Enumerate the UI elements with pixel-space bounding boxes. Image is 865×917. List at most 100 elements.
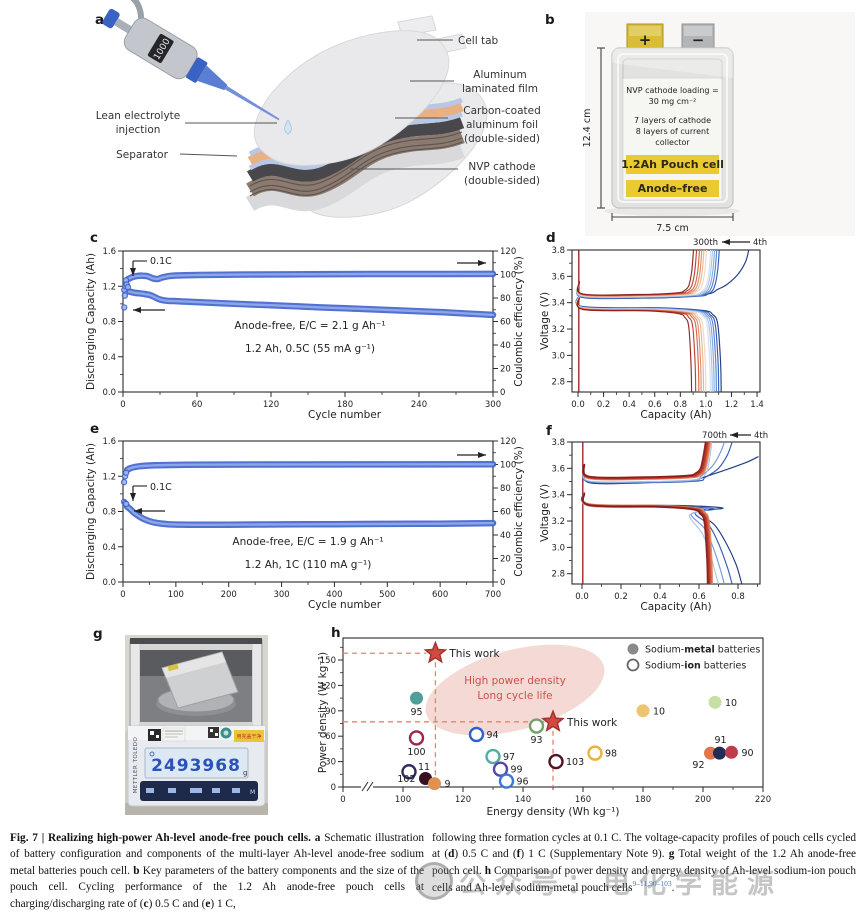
data-point-10 [708,695,722,709]
voltage-capacity-curves [580,442,759,584]
data-point-92 [704,746,717,760]
svg-text:60: 60 [192,400,203,410]
condition-note-1: Anode-free, E/C = 1.9 g Ah⁻¹ [232,536,383,548]
panel-b-photo: + − NVP cathode loading = 30 mg cm⁻² 7 l… [582,12,855,236]
point-label-93: 93 [530,735,542,746]
condition-note-2: 1.2 Ah, 1C (110 mA g⁻¹) [245,559,372,571]
svg-text:100: 100 [168,590,184,600]
weight-value: 2493968 [151,756,241,776]
svg-text:0: 0 [120,590,125,600]
note-cathode: 7 layers of cathode [634,116,711,125]
svg-text:240: 240 [411,400,427,410]
label-film-1: Aluminum [473,69,526,81]
svg-text:0.8: 0.8 [102,318,116,328]
label-inject-2: injection [116,124,161,136]
tag-anode-free-text: Anode–free [638,182,708,195]
svg-text:300: 300 [273,590,289,600]
svg-text:20: 20 [500,365,511,375]
svg-text:100: 100 [395,795,411,805]
svg-text:80: 80 [500,484,511,494]
y2-axis-label: Coulombic efficiency (%) [513,256,525,387]
cycle-from-label: 700th [702,431,727,441]
data-point-11 [401,764,417,780]
panel-label-f: f [546,423,552,439]
svg-text:220: 220 [755,795,771,805]
svg-text:2.8: 2.8 [551,378,565,388]
info-sticker [162,727,186,742]
tag-anode-free [626,180,719,197]
label-inject-1: Lean electrolyte [96,110,181,122]
label-foil-3: (double-sided) [464,133,540,145]
dim-width: 7.5 cm [656,223,689,234]
panel-c-cycling-0p5C: 0 60 120 180 240 300 0.0 0.4 0.8 1.2 1.6 0 20 40 60 80 1… [85,247,525,421]
svg-text:1.2: 1.2 [102,282,116,292]
point-label-10: 10 [725,698,737,709]
tag-pouch-cell [626,155,719,174]
rate-annotation: 0.1C [150,482,172,493]
legend-label-ion: Sodium-ion batteries [645,661,746,672]
this-work-label-2: This work [566,717,618,729]
dim-height: 12.4 cm [582,109,593,148]
balance-display [144,747,249,779]
svg-text:0.4: 0.4 [622,400,636,410]
svg-text:300: 300 [485,400,501,410]
data-point-93 [528,718,545,734]
note-collector: 8 layers of current [636,127,710,136]
svg-text:700: 700 [485,590,501,600]
svg-text:30: 30 [325,758,336,768]
tag-pouch-cell-text: 1.2Ah Pouch cell [621,158,724,171]
svg-text:3.2: 3.2 [551,325,565,335]
svg-text:0.4: 0.4 [102,353,116,363]
svg-text:0.0: 0.0 [575,592,589,602]
ellipse-text-2: Long cycle life [477,690,552,702]
data-point-103 [548,753,564,770]
svg-text:1.2: 1.2 [725,400,739,410]
svg-text:3.8: 3.8 [551,438,565,448]
this-work-star-1 [423,640,448,664]
x-axis-label: Cycle number [308,409,382,421]
svg-text:80: 80 [500,294,511,304]
data-point-100 [408,730,425,746]
svg-text:3.6: 3.6 [551,464,565,474]
svg-text:180: 180 [635,795,651,805]
svg-text:0.6: 0.6 [648,400,662,410]
rate-annotation: 0.1C [150,256,172,267]
balance-keypad: M [140,781,258,801]
svg-text:0.2: 0.2 [597,400,611,410]
qr-sticker-2 [208,727,219,738]
condition-note-2: 1.2 Ah, 0.5C (55 mA g⁻¹) [245,343,375,355]
point-label-100: 100 [407,747,425,758]
svg-text:120: 120 [500,437,516,447]
label-foil-1: Carbon-coated [463,105,541,117]
y-axis-label: Voltage (V) [539,292,551,350]
svg-text:40: 40 [500,341,511,351]
data-point-97 [485,748,501,765]
panel-label-e: e [90,421,100,437]
callout-labels: Cell tab Aluminum laminated film Carbon-… [96,35,541,187]
svg-text:0.8: 0.8 [674,400,688,410]
svg-text:120: 120 [263,400,279,410]
point-label-92: 92 [692,760,704,771]
y2-axis-label: Coulombic efficiency (%) [513,446,525,577]
svg-text:100: 100 [500,271,516,281]
svg-text:120: 120 [500,247,516,257]
svg-text:3.4: 3.4 [551,299,565,309]
data-point-91 [713,746,726,760]
panel-label-h: h [331,625,341,641]
svg-text:1.6: 1.6 [102,247,116,257]
label-foil-2: aluminum foil [466,119,538,131]
cell-notes: NVP cathode loading = 30 mg cm⁻² 7 layer… [626,86,718,147]
brand-text: METTLER TOLEDO [133,736,139,793]
point-label-97: 97 [503,752,515,763]
point-label-10: 10 [653,706,665,717]
svg-text:0.2: 0.2 [614,592,628,602]
cycle-to-label: 4th [753,238,767,248]
data-point-9 [428,777,441,791]
svg-text:0.8: 0.8 [731,592,745,602]
svg-text:60: 60 [325,732,336,742]
svg-text:0: 0 [340,795,345,805]
x-axis-label: Energy density (Wh kg⁻¹) [487,806,620,818]
point-label-94: 94 [487,730,499,741]
svg-text:120: 120 [320,681,336,691]
this-work-star-2 [541,709,565,732]
